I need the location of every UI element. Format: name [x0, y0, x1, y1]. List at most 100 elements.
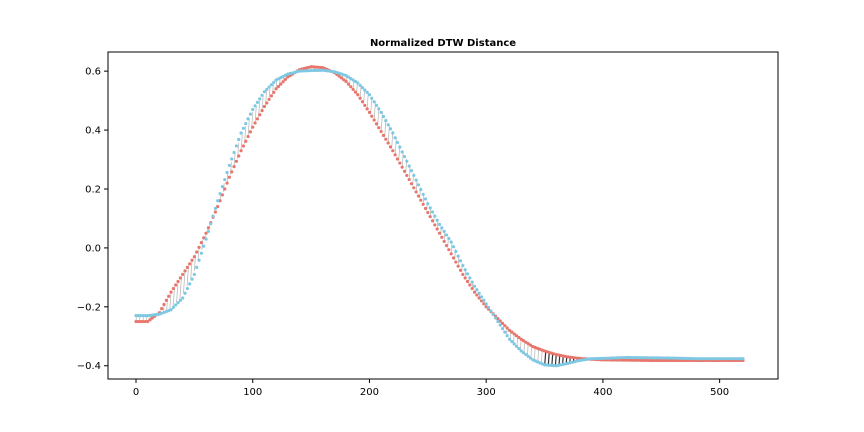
data-point [500, 327, 505, 331]
data-point [468, 276, 472, 280]
data-point [307, 69, 311, 73]
data-point [183, 291, 187, 295]
data-point [393, 153, 397, 157]
data-point [395, 157, 400, 161]
alignment-line [233, 152, 236, 167]
data-point [353, 90, 358, 94]
data-point [648, 358, 652, 363]
data-point [337, 74, 341, 78]
data-point [407, 164, 411, 168]
data-point [673, 356, 677, 360]
data-point [430, 219, 435, 223]
data-point [181, 272, 185, 277]
data-point [134, 319, 138, 324]
data-point [444, 233, 449, 237]
alignment-line [186, 265, 189, 287]
data-point [139, 319, 143, 324]
alignment-line [526, 343, 529, 357]
data-point [171, 286, 175, 291]
data-point [465, 279, 470, 284]
data-point [391, 149, 395, 153]
data-point [246, 134, 250, 139]
data-point [638, 356, 642, 360]
data-point [676, 358, 680, 363]
data-point [188, 262, 192, 266]
alignment-line [422, 194, 425, 205]
data-point [400, 165, 404, 169]
data-point [666, 356, 670, 360]
data-point [190, 258, 194, 262]
data-point [482, 298, 486, 302]
data-point [267, 97, 271, 102]
y-tick-label: −0.4 [77, 361, 101, 372]
data-point [626, 355, 631, 360]
data-point [384, 137, 388, 141]
data-point [603, 356, 607, 360]
data-point [715, 357, 719, 361]
data-point [652, 356, 656, 360]
data-point [150, 316, 154, 320]
data-point [134, 314, 138, 318]
data-point [484, 302, 488, 306]
data-point [407, 177, 411, 182]
data-point [302, 69, 306, 73]
data-point [209, 222, 213, 226]
y-axis: −0.4 −0.2 0.0 0.2 0.4 0.6 [77, 67, 108, 372]
data-point [253, 121, 257, 125]
alignment-line [450, 241, 453, 254]
data-point [626, 358, 631, 362]
data-point [197, 245, 201, 249]
alignment-line [551, 353, 554, 366]
data-point [300, 69, 304, 73]
data-point [323, 68, 327, 73]
data-point [153, 313, 157, 317]
data-point [601, 356, 605, 360]
data-point [365, 107, 369, 111]
data-point [650, 356, 654, 360]
data-point [690, 356, 694, 361]
data-point [195, 250, 199, 254]
data-point [204, 231, 208, 235]
data-point [398, 145, 402, 149]
data-point [486, 305, 491, 310]
data-point [311, 65, 316, 69]
data-point [713, 357, 717, 361]
data-point [384, 119, 388, 123]
data-point [619, 356, 624, 360]
data-point [718, 357, 722, 361]
data-point [363, 88, 367, 92]
data-point [409, 182, 414, 186]
data-point [281, 80, 285, 84]
data-point [699, 357, 703, 361]
alignment-line [176, 281, 179, 303]
data-point [272, 90, 276, 94]
data-point [510, 339, 514, 344]
data-point [449, 252, 453, 256]
data-point [372, 118, 376, 122]
alignment-line [544, 351, 547, 365]
data-point [136, 314, 140, 318]
data-point [367, 110, 372, 114]
data-point [505, 326, 509, 330]
data-point [346, 82, 351, 86]
data-point [379, 129, 383, 134]
data-point [435, 218, 439, 222]
data-point [388, 127, 393, 131]
x-tick-label: 200 [360, 387, 379, 398]
data-point [519, 349, 523, 353]
data-point [398, 161, 402, 165]
data-point [521, 351, 526, 355]
data-point [521, 339, 526, 343]
data-point [230, 157, 234, 161]
data-point [503, 324, 507, 328]
data-point [379, 110, 383, 114]
data-point [181, 296, 185, 300]
data-point [612, 356, 617, 360]
data-point [377, 126, 381, 130]
data-point [248, 130, 253, 134]
data-point [475, 288, 479, 292]
data-point [706, 357, 710, 361]
data-point [262, 90, 267, 94]
data-point [377, 107, 381, 111]
